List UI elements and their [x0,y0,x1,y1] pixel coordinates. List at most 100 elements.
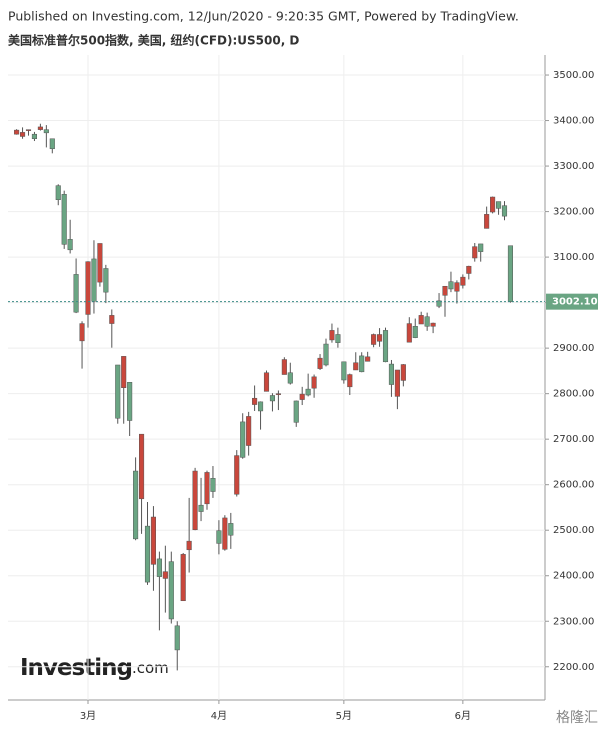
candle-body [275,393,281,395]
candle-body [412,326,418,338]
candle-body [228,523,234,536]
y-tick-label: 2900.00 [553,343,594,354]
candle-body [388,363,394,385]
candle-body [186,540,192,551]
candle-body [240,421,246,458]
y-tick-label: 2400.00 [553,571,594,582]
candle-body [97,243,103,283]
candle-body [347,374,353,388]
candle-body [490,196,496,213]
candle-body [496,201,502,209]
x-tick-label: 6月 [455,710,471,722]
candle-body [341,361,347,381]
y-tick-label: 3300.00 [553,161,594,172]
candle-body [37,126,43,130]
candle-body [73,274,79,313]
candle-body [418,315,424,325]
candle-body [79,323,85,342]
candle-body [472,246,478,259]
candle-body [103,268,109,293]
candle-body [144,525,151,583]
candle-body [371,334,377,345]
candle-body [43,129,49,134]
candle-body [139,433,145,500]
candle-body [246,416,252,446]
candle-body [168,561,174,620]
candle-body [507,245,513,302]
candle-body [484,214,490,229]
y-tick-label: 3500.00 [553,70,594,81]
candle-body [222,517,228,550]
candle-body [234,455,240,495]
candle-body [287,372,293,384]
candle-body [198,504,204,512]
candle-body [67,239,73,251]
candle-body [263,372,270,392]
y-tick-label: 3100.00 [553,252,594,263]
candle-body [448,281,454,290]
grid [8,55,545,700]
candle-body [25,129,32,131]
candle-body [269,395,275,402]
candle-body [31,133,38,140]
candle-body [311,376,317,389]
candle-body [460,276,466,286]
x-tick-label: 4月 [211,710,227,722]
logo-suffix: .com [132,659,169,677]
candle-body [14,129,20,135]
candle-body [20,132,26,137]
candle-body [394,369,400,397]
candle-body [258,401,264,412]
watermark: 格隆汇 [556,710,598,726]
y-tick-label: 3400.00 [553,116,594,127]
candle-body [323,343,329,366]
y-tick-label: 2700.00 [553,434,594,445]
candle-body [430,322,436,327]
candle-body [406,323,412,343]
candle-body [478,243,484,252]
candle-body [436,300,442,307]
logo: Investing.com [20,655,169,681]
candle-body [109,315,115,324]
candle-body [365,356,371,362]
candle-body [293,400,299,423]
logo-main: Investing [20,655,132,681]
candle-body [252,397,258,405]
candle-body [216,530,222,544]
y-tick-label: 2300.00 [553,616,594,627]
candle-body [317,357,323,369]
candle-body [55,185,61,200]
candle-body [400,364,406,381]
candle-body [359,355,365,373]
candle-body [329,330,335,341]
candle-body [353,362,359,371]
candle-body [382,330,389,363]
y-tick-label: 2500.00 [553,525,594,536]
candle-body [115,364,121,419]
x-tick-label: 3月 [80,710,96,722]
x-tick-label: 5月 [336,710,352,722]
chart-title: 美国标准普尔500指数, 美国, 纽约(CFD):US500, D [8,33,299,48]
candle-body [150,516,156,565]
candle-body [174,625,180,651]
candle-body [377,334,383,342]
candle-body [442,285,448,296]
candle-body [501,205,508,217]
candle-body [121,356,127,388]
y-tick-label: 3200.00 [553,207,594,218]
candle-body [335,334,341,343]
candle-body [466,265,472,274]
last-price-box [546,293,598,310]
candle-body [299,393,305,400]
candle-body [162,571,168,579]
candle-body [133,470,139,540]
candle-body [180,554,186,602]
header: Published on Investing.com, 12/Jun/2020 … [8,9,519,24]
candle-body [210,478,216,492]
y-tick-label: 2600.00 [553,480,594,491]
candle-body [192,470,198,531]
y-tick-label: 2200.00 [553,662,594,673]
candle-body [127,382,133,421]
